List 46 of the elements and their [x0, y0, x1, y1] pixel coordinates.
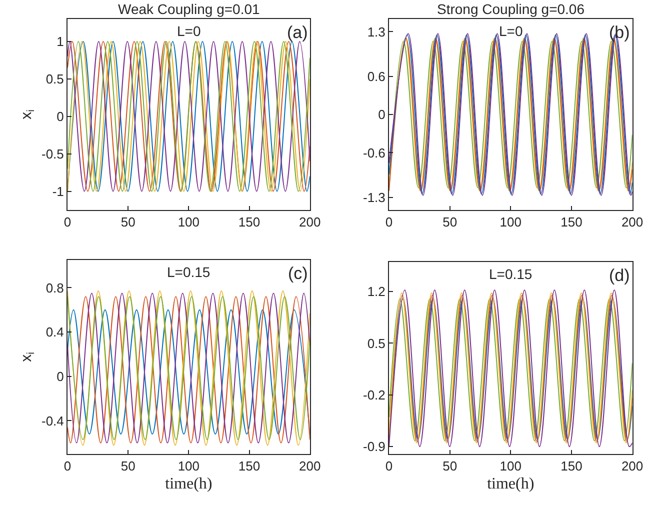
x-tick-label: 150 — [238, 458, 260, 474]
y-tick-label: -0.4 — [42, 413, 64, 428]
x-tick-label: 200 — [621, 214, 644, 230]
chart-title: Strong Coupling g=0.06 — [437, 1, 585, 17]
x-tick-label: 100 — [500, 214, 522, 230]
y-tick-label: 0.6 — [367, 68, 386, 84]
annotation: L=0.15 — [489, 266, 532, 282]
y-tick-label: -0.9 — [362, 439, 386, 454]
annotation: (d) — [609, 266, 630, 285]
x-tick-label: 50 — [442, 214, 458, 230]
x-tick-label: 200 — [298, 458, 321, 474]
y-tick-label: 1.3 — [367, 24, 386, 40]
x-tick-label: 150 — [560, 458, 582, 474]
chart-title: Weak Coupling g=0.01 — [118, 1, 260, 17]
x-tick-label: 200 — [621, 458, 644, 474]
y-tick-label: -0.2 — [362, 387, 386, 402]
annotation: L=0 — [177, 23, 201, 39]
x-tick-label: 50 — [120, 458, 136, 474]
x-tick-label: 200 — [298, 214, 321, 230]
annotation: L=0 — [499, 23, 523, 39]
y-tick-label: 1 — [56, 34, 64, 50]
y-tick-label: -0.6 — [362, 145, 386, 160]
x-tick-label: 100 — [178, 458, 200, 474]
x-tick-label: 150 — [560, 214, 582, 230]
y-tick-label: -1 — [52, 184, 64, 199]
x-axis-title: time(h) — [165, 475, 212, 492]
annotation: (b) — [609, 23, 630, 42]
y-tick-label: 0.4 — [46, 324, 64, 340]
y-tick-label: -1.3 — [362, 190, 386, 205]
x-axis-title: time(h) — [487, 475, 534, 492]
y-tick-label: 1.2 — [367, 284, 386, 300]
x-tick-label: 50 — [442, 458, 458, 474]
annotation: (a) — [287, 23, 308, 42]
y-tick-label: 0.5 — [46, 71, 64, 86]
y-tick-label: 0.8 — [46, 280, 64, 296]
y-tick-label: 0 — [378, 107, 386, 122]
x-tick-label: 100 — [178, 214, 200, 230]
y-tick-label: 0 — [56, 368, 64, 384]
annotation: (c) — [288, 264, 308, 283]
y-tick-label: 0 — [56, 108, 64, 124]
annotation: L=0.15 — [167, 264, 210, 280]
x-tick-label: 100 — [500, 458, 522, 474]
y-tick-label: -0.5 — [42, 146, 64, 162]
y-tick-label: 0.5 — [367, 336, 386, 351]
x-tick-label: 150 — [238, 214, 260, 230]
x-tick-label: 50 — [120, 214, 136, 230]
